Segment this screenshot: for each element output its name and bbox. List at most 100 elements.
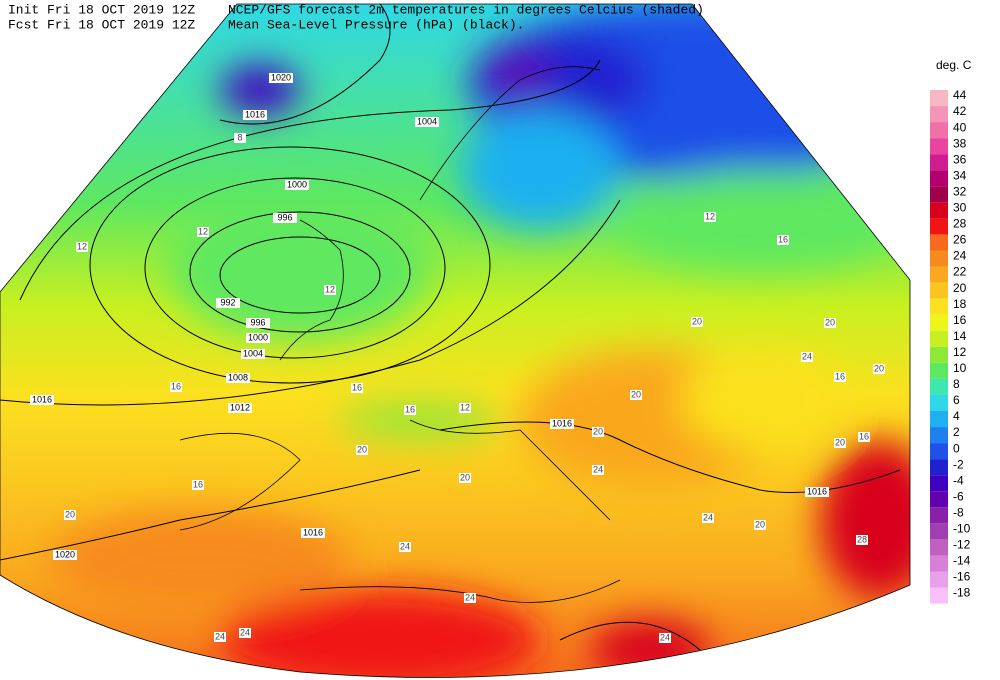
legend-swatch bbox=[930, 234, 948, 251]
temperature-label: 24 bbox=[703, 512, 713, 522]
legend-swatch bbox=[930, 170, 948, 187]
temperature-label-bg bbox=[464, 593, 476, 603]
isobar-label-bg bbox=[246, 318, 270, 328]
map-border bbox=[0, 3, 911, 678]
isobar-label: 1000 bbox=[248, 332, 268, 342]
temperature-label: 20 bbox=[874, 363, 884, 373]
map-subtitle: Mean Sea-Level Pressure (hPa) (black). bbox=[228, 17, 524, 32]
temperature-label-bg bbox=[801, 352, 813, 362]
map-title: NCEP/GFS forecast 2m temperatures in deg… bbox=[228, 2, 704, 17]
temperature-label: 20 bbox=[755, 519, 765, 529]
temperature-label: 28 bbox=[857, 534, 867, 544]
temperature-label: 20 bbox=[357, 444, 367, 454]
isobar-label: 1020 bbox=[271, 72, 291, 82]
legend-label: 22 bbox=[953, 265, 967, 279]
isobar-label-bg bbox=[805, 487, 829, 497]
temperature-label: 12 bbox=[460, 402, 470, 412]
temperature-label-bg bbox=[399, 542, 411, 552]
legend-swatch bbox=[930, 154, 948, 171]
temperature-label: 16 bbox=[835, 371, 845, 381]
temperature-label-bg bbox=[459, 403, 471, 413]
legend-swatch bbox=[930, 90, 948, 107]
legend-label: 18 bbox=[953, 297, 967, 311]
temperature-label: 24 bbox=[593, 464, 603, 474]
isobar-label-bg bbox=[226, 373, 250, 383]
temperature-label-bg bbox=[324, 285, 336, 295]
isobar-label: 1016 bbox=[552, 418, 572, 428]
isobars bbox=[0, 4, 901, 651]
legend-label: -8 bbox=[953, 505, 964, 519]
init-time: Init Fri 18 OCT 2019 12Z bbox=[8, 2, 195, 17]
temperature-label: 20 bbox=[825, 317, 835, 327]
isobar-label: 996 bbox=[277, 212, 292, 222]
legend: 4442403836343230282624222018161412108642… bbox=[930, 88, 971, 604]
temperature-label: 24 bbox=[660, 632, 670, 642]
forecast-time: Fcst Fri 18 OCT 2019 12Z bbox=[8, 17, 195, 32]
legend-swatch bbox=[930, 282, 948, 299]
temperature-label: 16 bbox=[352, 382, 362, 392]
temperature-label: 24 bbox=[215, 631, 225, 641]
legend-swatch bbox=[930, 427, 948, 444]
legend-label: -6 bbox=[953, 489, 964, 503]
temperature-label-bg bbox=[704, 212, 716, 222]
legend-label: -12 bbox=[953, 538, 971, 552]
legend-label: 24 bbox=[953, 249, 967, 263]
temperature-label-bg bbox=[824, 318, 836, 328]
legend-label: 44 bbox=[953, 88, 967, 102]
legend-label: 0 bbox=[953, 441, 960, 455]
legend-label: 6 bbox=[953, 393, 960, 407]
temperature-label: 24 bbox=[400, 541, 410, 551]
temperature-label: 20 bbox=[692, 316, 702, 326]
temperature-label-bg bbox=[234, 133, 246, 143]
temperature-label-bg bbox=[659, 633, 671, 643]
legend-swatch bbox=[930, 346, 948, 363]
legend-label: -16 bbox=[953, 570, 971, 584]
isobar-label-bg bbox=[216, 298, 240, 308]
isobar-label: 1012 bbox=[230, 402, 250, 412]
isobar-label: 1016 bbox=[303, 527, 323, 537]
temperature-label: 20 bbox=[593, 426, 603, 436]
temperature-label-bg bbox=[754, 520, 766, 530]
legend-swatch bbox=[930, 362, 948, 379]
legend-label: 26 bbox=[953, 233, 967, 247]
temperature-label: 20 bbox=[631, 389, 641, 399]
temperature-label-bg bbox=[630, 390, 642, 400]
isobar-label-bg bbox=[273, 213, 297, 223]
isobar-label: 1004 bbox=[417, 116, 437, 126]
temperature-label: 24 bbox=[802, 351, 812, 361]
isobar-label: 1008 bbox=[228, 372, 248, 382]
temperature-label: 8 bbox=[237, 132, 242, 142]
legend-label: 28 bbox=[953, 217, 967, 231]
isobar-label: 1016 bbox=[32, 394, 52, 404]
legend-swatch bbox=[930, 186, 948, 203]
legend-label: -10 bbox=[953, 522, 971, 536]
temperature-label-bg bbox=[192, 480, 204, 490]
temperature-label-bg bbox=[214, 632, 226, 642]
isobar-label-bg bbox=[415, 117, 439, 127]
isobar-label-bg bbox=[285, 180, 309, 190]
isobar-label-bg bbox=[301, 528, 325, 538]
legend-label: 16 bbox=[953, 313, 967, 327]
legend-swatch bbox=[930, 138, 948, 155]
temperature-label: 16 bbox=[405, 404, 415, 414]
legend-swatch bbox=[930, 266, 948, 283]
legend-swatch bbox=[930, 411, 948, 428]
legend-swatch bbox=[930, 394, 948, 411]
isobar-label-bg bbox=[53, 550, 77, 560]
isobar-label: 1000 bbox=[287, 179, 307, 189]
legend-label: -2 bbox=[953, 457, 964, 471]
legend-swatch bbox=[930, 378, 948, 395]
temperature-label-bg bbox=[404, 405, 416, 415]
temperature-label-bg bbox=[351, 383, 363, 393]
temperature-label-bg bbox=[592, 427, 604, 437]
isobar-label: 1004 bbox=[243, 348, 263, 358]
isobar-label-bg bbox=[246, 333, 270, 343]
temperature-label: 16 bbox=[778, 234, 788, 244]
legend-label: 14 bbox=[953, 329, 967, 343]
legend-swatch bbox=[930, 459, 948, 476]
header: Init Fri 18 OCT 2019 12Z Fcst Fri 18 OCT… bbox=[8, 2, 704, 32]
legend-label: 42 bbox=[953, 104, 967, 118]
isobar-label: 1016 bbox=[807, 486, 827, 496]
legend-label: 20 bbox=[953, 281, 967, 295]
legend-swatch bbox=[930, 491, 948, 508]
